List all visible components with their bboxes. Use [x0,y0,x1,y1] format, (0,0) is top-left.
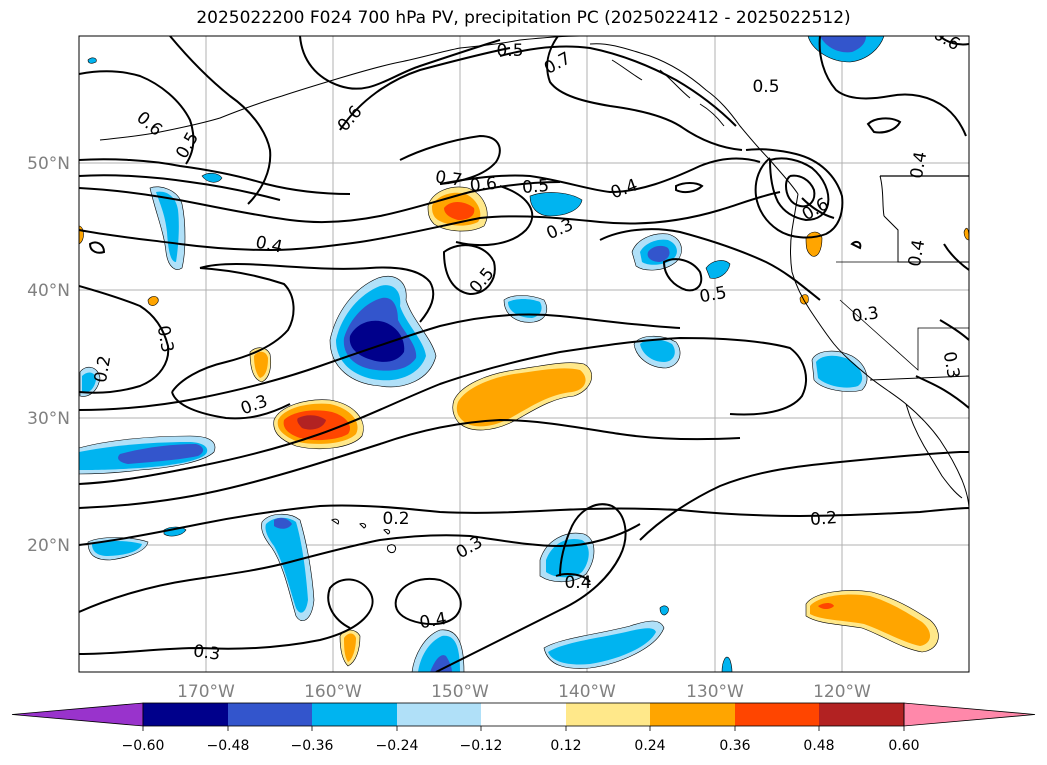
colorbar-tick-label: −0.60 [122,738,165,754]
colorbar-tick-label: −0.24 [376,738,419,754]
colorbar-tick-label: 0.60 [888,738,919,754]
colorbar-segment [819,703,904,726]
contour-label: 0.4 [564,573,591,593]
contour-label: 0.6 [469,174,498,197]
lon-label: 140°W [558,682,616,702]
lon-label: 150°W [431,682,489,702]
colorbar-tick-label: 0.12 [550,738,581,754]
contour-label: 0.3 [851,303,881,327]
colorbar-tick-label: 0.36 [719,738,750,754]
contour-label: 0.7 [434,167,464,191]
colorbar-tick-label: −0.12 [460,738,503,754]
contour-label: 0.3 [939,350,963,380]
contour-label: 0.3 [192,641,222,665]
colorbar-extend-min [11,702,144,727]
contour-label: 0.2 [382,509,409,529]
colorbar-extend-max [903,702,1036,727]
contour-label: 0.4 [907,150,931,180]
contour-label: 0.5 [496,41,523,61]
lon-label: 120°W [813,682,871,702]
colorbar-tick-label: −0.36 [291,738,334,754]
colorbar-segment [481,703,566,726]
contour-label: 0.5 [752,77,779,97]
colorbar-segment [397,703,481,726]
colorbar-tick-label: −0.48 [207,738,250,754]
colorbar-segment [735,703,819,726]
colorbar: −0.60 −0.48 −0.36 −0.24 −0.12 0.12 0.24 … [11,702,1036,754]
map-title: 2025022200 F024 700 hPa PV, precipitatio… [196,8,851,28]
contour-label: 0.5 [698,283,728,307]
lat-label: 30°N [27,409,70,429]
colorbar-segment [312,703,397,726]
contour-label: 0.5 [521,176,549,198]
pv-contours [79,36,969,672]
lat-label: 20°N [27,536,70,556]
contour-label: 0.4 [418,609,448,633]
contour-label: 0.2 [809,508,837,530]
map-frame [78,35,970,673]
lon-label: 130°W [686,682,744,702]
colorbar-segment [143,703,228,726]
lat-label: 50°N [27,154,70,174]
lat-label: 40°N [27,281,70,301]
colorbar-segment [228,703,312,726]
colorbar-tick-label: 0.24 [634,738,665,754]
contour-label: 0.4 [905,238,929,268]
lon-label: 160°W [304,682,362,702]
colorbar-segment [566,703,650,726]
contour-label: 0.3 [153,324,177,354]
colorbar-tick-label: 0.48 [803,738,834,754]
contour-label: 0.2 [91,354,115,384]
colorbar-segment [650,703,735,726]
lon-label: 170°W [177,682,235,702]
